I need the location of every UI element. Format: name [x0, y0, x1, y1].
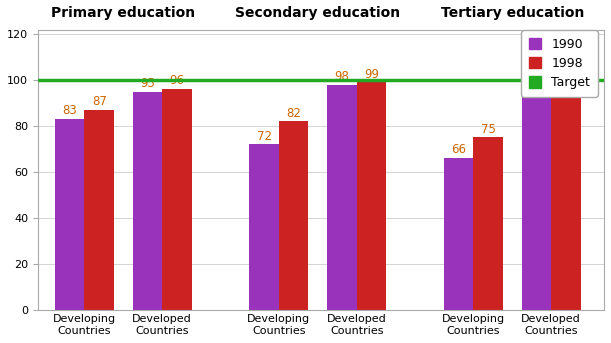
Bar — [327, 85, 357, 310]
Text: 96: 96 — [169, 74, 185, 87]
Bar — [357, 82, 386, 310]
Text: 99: 99 — [364, 68, 379, 81]
Bar — [84, 110, 114, 310]
Bar — [249, 144, 279, 310]
Text: Secondary education: Secondary education — [235, 7, 400, 21]
Bar — [522, 69, 551, 310]
Text: 83: 83 — [62, 104, 77, 117]
Bar — [474, 138, 503, 310]
Text: 95: 95 — [140, 77, 155, 90]
Legend: 1990, 1998, Target: 1990, 1998, Target — [521, 30, 598, 97]
Bar — [133, 92, 163, 310]
Bar — [163, 89, 192, 310]
Text: 82: 82 — [287, 107, 301, 120]
Bar — [279, 121, 309, 310]
Bar — [551, 52, 580, 310]
Text: Tertiary education: Tertiary education — [441, 7, 584, 21]
Text: 105: 105 — [525, 54, 547, 67]
Text: 112: 112 — [555, 38, 577, 51]
Text: 75: 75 — [481, 123, 496, 135]
Bar — [55, 119, 84, 310]
Text: 98: 98 — [334, 70, 349, 83]
Text: 66: 66 — [451, 143, 466, 156]
Text: 87: 87 — [92, 95, 107, 108]
Text: Primary education: Primary education — [51, 7, 196, 21]
Text: 72: 72 — [257, 130, 272, 143]
Bar — [444, 158, 474, 310]
